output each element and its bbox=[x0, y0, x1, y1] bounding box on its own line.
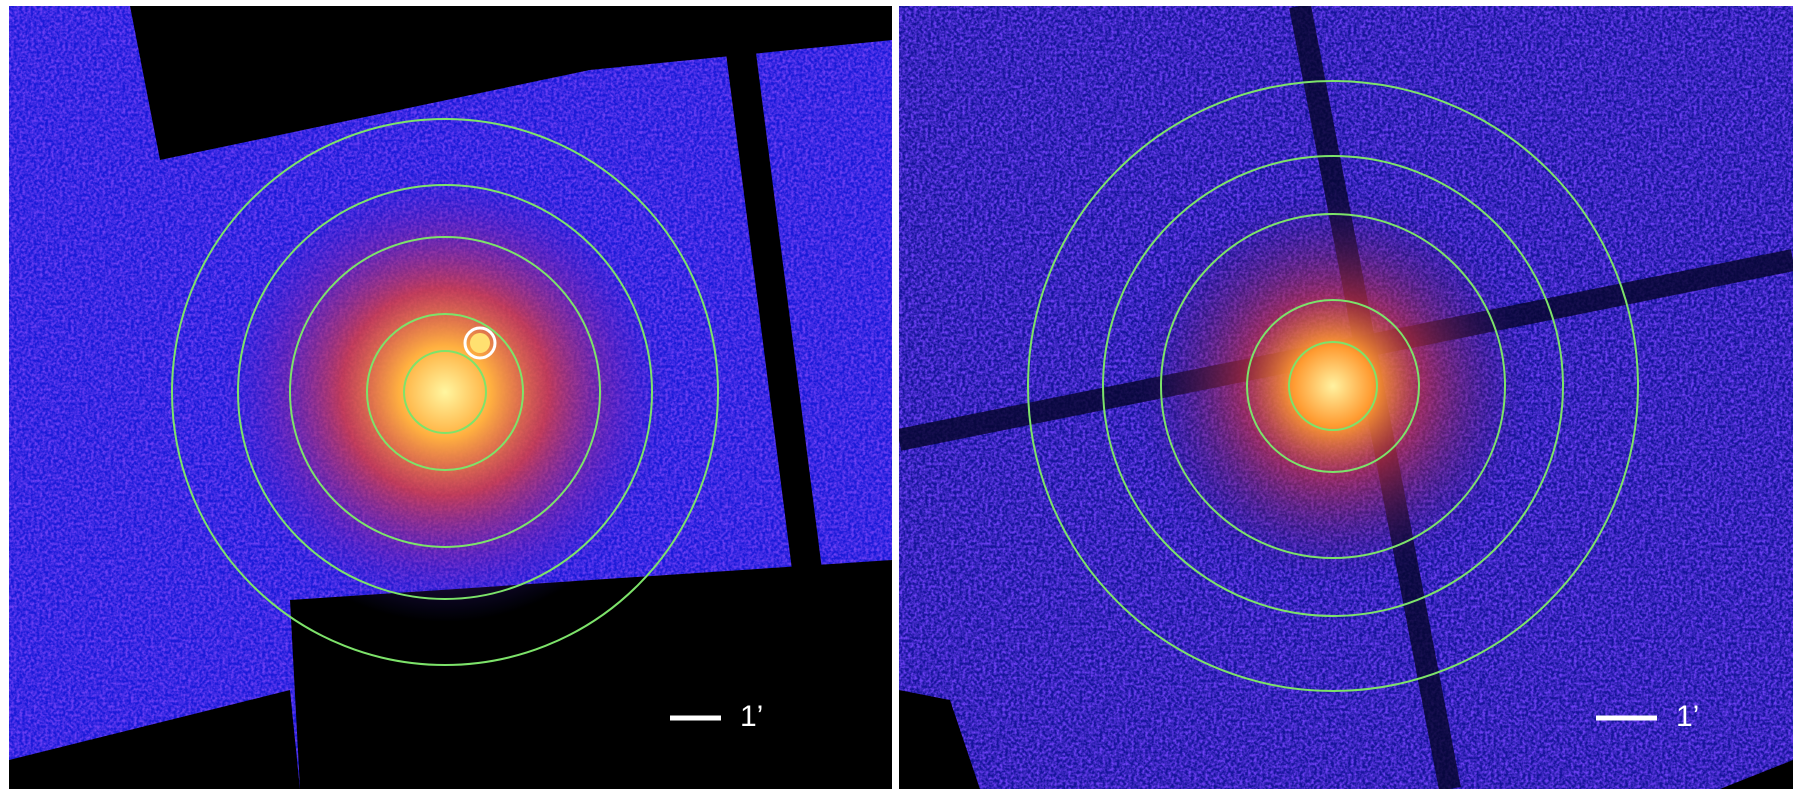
annulus bbox=[171, 118, 719, 666]
annulus bbox=[366, 313, 524, 471]
annulus bbox=[403, 350, 487, 434]
left-panel: 1’ bbox=[9, 6, 892, 789]
annulus bbox=[1102, 155, 1564, 617]
cluster-emission bbox=[1113, 166, 1553, 606]
point-source bbox=[470, 333, 490, 353]
annulus bbox=[289, 236, 601, 548]
scale-label: 1’ bbox=[1676, 700, 1699, 733]
annulus bbox=[237, 184, 653, 600]
annulus bbox=[1027, 80, 1639, 692]
scale-label: 1’ bbox=[740, 700, 763, 733]
cluster-emission bbox=[205, 152, 685, 632]
annulus bbox=[1160, 213, 1506, 559]
right-panel: 1’ bbox=[899, 6, 1793, 789]
annulus bbox=[1288, 341, 1378, 431]
excluded-source bbox=[463, 326, 497, 360]
annulus bbox=[1246, 299, 1420, 473]
